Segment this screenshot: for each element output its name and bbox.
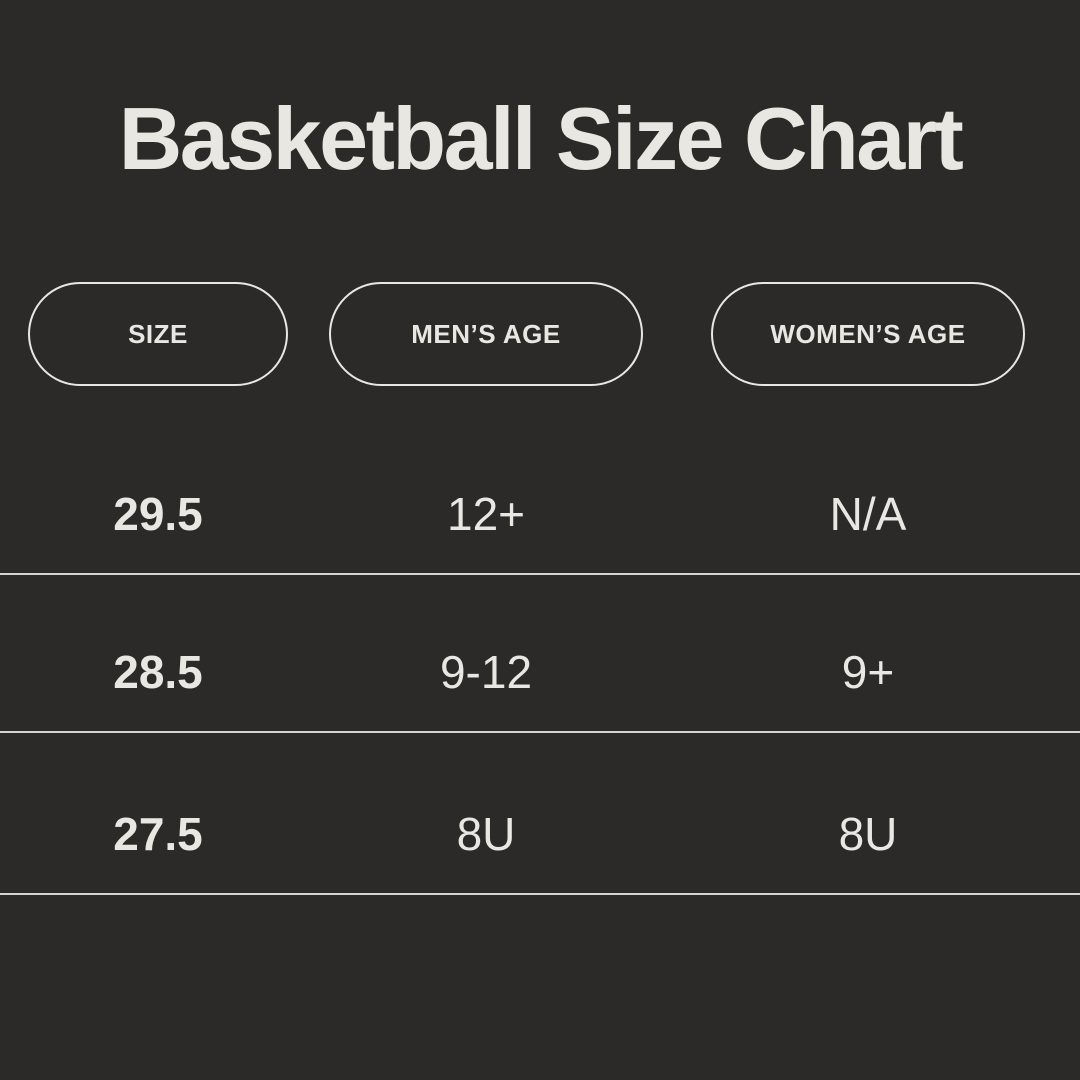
cell-womens-age: 9+: [656, 575, 1080, 731]
table-row: 27.5 8U 8U: [0, 733, 1080, 895]
cell-size: 29.5: [0, 386, 316, 573]
womens-age-value: 9+: [841, 646, 895, 698]
size-value: 27.5: [113, 808, 203, 860]
size-column-header: SIZE: [128, 318, 188, 349]
mens-age-value: 8U: [456, 808, 516, 860]
womens-age-header-pill: WOMEN’S AGE: [711, 282, 1025, 386]
size-value: 29.5: [113, 488, 203, 540]
womens-age-value: N/A: [829, 488, 907, 540]
cell-size: 28.5: [0, 575, 316, 731]
table-row: 29.5 12+ N/A: [0, 386, 1080, 575]
header-cell-womens-age: WOMEN’S AGE: [656, 282, 1080, 386]
size-header-pill: SIZE: [28, 282, 288, 386]
table-body: 29.5 12+ N/A 28.5 9-12 9+ 27.5: [0, 386, 1080, 895]
mens-age-value: 9-12: [439, 646, 533, 698]
header-cell-mens-age: MEN’S AGE: [316, 282, 656, 386]
mens-age-value: 12+: [446, 488, 526, 540]
table-row: 28.5 9-12 9+: [0, 575, 1080, 733]
cell-womens-age: 8U: [656, 733, 1080, 893]
cell-size: 27.5: [0, 733, 316, 893]
cell-womens-age: N/A: [656, 386, 1080, 573]
womens-age-column-header: WOMEN’S AGE: [770, 318, 966, 349]
mens-age-column-header: MEN’S AGE: [411, 318, 561, 349]
cell-mens-age: 9-12: [316, 575, 656, 731]
womens-age-value: 8U: [838, 808, 898, 860]
size-value: 28.5: [113, 646, 203, 698]
page-title: Basketball Size Chart: [118, 89, 964, 188]
table-header-row: SIZE MEN’S AGE WOMEN’S AGE: [0, 282, 1080, 386]
cell-mens-age: 12+: [316, 386, 656, 573]
cell-mens-age: 8U: [316, 733, 656, 893]
mens-age-header-pill: MEN’S AGE: [329, 282, 643, 386]
header-cell-size: SIZE: [0, 282, 316, 386]
